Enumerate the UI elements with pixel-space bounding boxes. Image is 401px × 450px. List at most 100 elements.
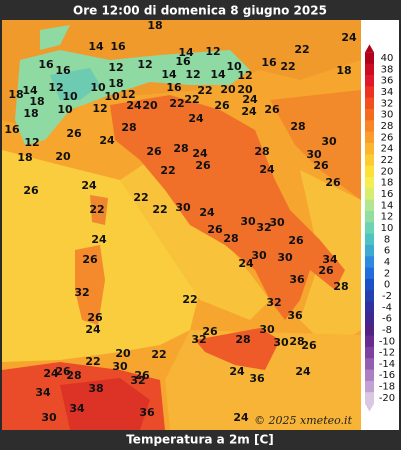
- temperature-label: 24: [242, 93, 258, 106]
- temperature-label: 32: [130, 374, 145, 387]
- legend-swatch: [365, 324, 374, 337]
- legend-tick-label: -16: [379, 370, 395, 381]
- legend-swatch: [365, 290, 374, 303]
- temperature-label: 12: [120, 88, 135, 101]
- temperature-label: 24: [126, 99, 142, 112]
- legend-swatch: [365, 256, 374, 269]
- temperature-label: 22: [294, 43, 309, 56]
- legend-swatch: [365, 131, 374, 144]
- temperature-label: 14: [178, 46, 194, 59]
- temperature-label: 22: [169, 97, 184, 110]
- temperature-label: 24: [233, 411, 249, 424]
- temperature-label: 12: [205, 45, 220, 58]
- legend-tick-label: 16: [381, 189, 394, 200]
- legend-tick-label: 6: [384, 246, 390, 257]
- temperature-label: 36: [249, 372, 265, 385]
- temperature-label: 26: [214, 99, 230, 112]
- temperature-label: 26: [301, 339, 317, 352]
- temperature-label: 10: [226, 60, 242, 73]
- legend-swatch: [365, 233, 374, 246]
- temperature-label: 38: [88, 382, 103, 395]
- temperature-label: 34: [322, 253, 338, 266]
- temperature-label: 30: [251, 249, 267, 262]
- temperature-label: 34: [69, 402, 85, 415]
- legend-tick-label: 28: [381, 121, 394, 132]
- legend-swatch: [365, 63, 374, 76]
- legend-tick-label: 36: [381, 76, 394, 87]
- temperature-label: 18: [108, 77, 123, 90]
- temperature-label: 22: [133, 191, 148, 204]
- temperature-label: 22: [182, 293, 197, 306]
- temperature-label: 18: [147, 19, 162, 32]
- legend-tick-label: -2: [382, 291, 392, 302]
- temperature-label: 24: [259, 163, 275, 176]
- legend-swatch: [365, 267, 374, 280]
- temperature-label: 10: [90, 81, 106, 94]
- legend-swatch: [365, 86, 374, 99]
- temperature-label: 24: [85, 323, 101, 336]
- legend-swatch: [365, 120, 374, 133]
- temperature-label: 20: [237, 83, 253, 96]
- legend-tick-label: 24: [381, 144, 394, 155]
- legend-tick-label: 8: [384, 234, 390, 245]
- temperature-label: 28: [121, 121, 136, 134]
- temperature-label: 24: [43, 367, 59, 380]
- temperature-label: 10: [62, 90, 78, 103]
- legend-tick-label: 2: [384, 268, 390, 279]
- temperature-label: 24: [295, 365, 311, 378]
- footer-bar: [0, 430, 401, 450]
- temperature-label: 30: [306, 148, 322, 161]
- temperature-label: 10: [104, 90, 120, 103]
- map: [2, 20, 361, 430]
- temperature-label: 14: [88, 40, 104, 53]
- temperature-label: 26: [313, 159, 329, 172]
- temperature-label: 16: [261, 56, 277, 69]
- temperature-label: 24: [99, 134, 115, 147]
- legend-swatch: [365, 358, 374, 371]
- temperature-label: 32: [74, 286, 89, 299]
- temperature-label: 12: [137, 58, 152, 71]
- legend-tick-label: -12: [379, 348, 395, 359]
- temperature-label: 12: [108, 61, 123, 74]
- legend-tick-label: -8: [382, 325, 392, 336]
- temperature-label: 20: [142, 99, 158, 112]
- temperature-label: 32: [256, 221, 271, 234]
- temperature-label: 24: [229, 365, 245, 378]
- legend-tick-label: 20: [381, 166, 394, 177]
- legend-swatch: [365, 392, 374, 405]
- legend-arrow-top: [365, 44, 374, 53]
- legend-swatch: [365, 176, 374, 189]
- legend-swatch: [365, 165, 374, 178]
- temperature-label: 16: [4, 123, 20, 136]
- temperature-label: 26: [288, 234, 304, 247]
- legend-tick-label: 10: [381, 223, 394, 234]
- temperature-label: 30: [259, 323, 275, 336]
- legend-tick-label: -10: [379, 336, 395, 347]
- temperature-label: 32: [266, 296, 281, 309]
- temperature-label: 36: [139, 406, 155, 419]
- temperature-label: 30: [273, 336, 289, 349]
- temperature-label: 20: [115, 347, 131, 360]
- legend-tick-label: 40: [381, 53, 394, 64]
- temperature-label: 22: [184, 93, 199, 106]
- legend-tick-label: -4: [382, 302, 392, 313]
- temperature-label: 24: [341, 31, 357, 44]
- temperature-label: 24: [241, 105, 257, 118]
- legend-swatch: [365, 369, 374, 382]
- temperature-label: 28: [289, 335, 304, 348]
- temperature-label: 24: [199, 206, 215, 219]
- temperature-label: 28: [235, 333, 250, 346]
- temperature-label: 24: [81, 179, 97, 192]
- temperature-label: 36: [289, 273, 305, 286]
- temperature-label: 26: [66, 127, 82, 140]
- temperature-label: 22: [197, 84, 212, 97]
- temperature-label: 24: [91, 233, 107, 246]
- color-legend: 4038363432302826242220181614121086420-2-…: [365, 44, 395, 412]
- footer-title: Temperatura a 2m [C]: [126, 433, 274, 447]
- temperature-label: 24: [238, 257, 254, 270]
- legend-swatch: [365, 74, 374, 87]
- temperature-label: 18: [23, 107, 38, 120]
- temperature-label: 26: [202, 325, 218, 338]
- legend-tick-label: -20: [379, 393, 395, 404]
- temperature-label: 16: [166, 81, 182, 94]
